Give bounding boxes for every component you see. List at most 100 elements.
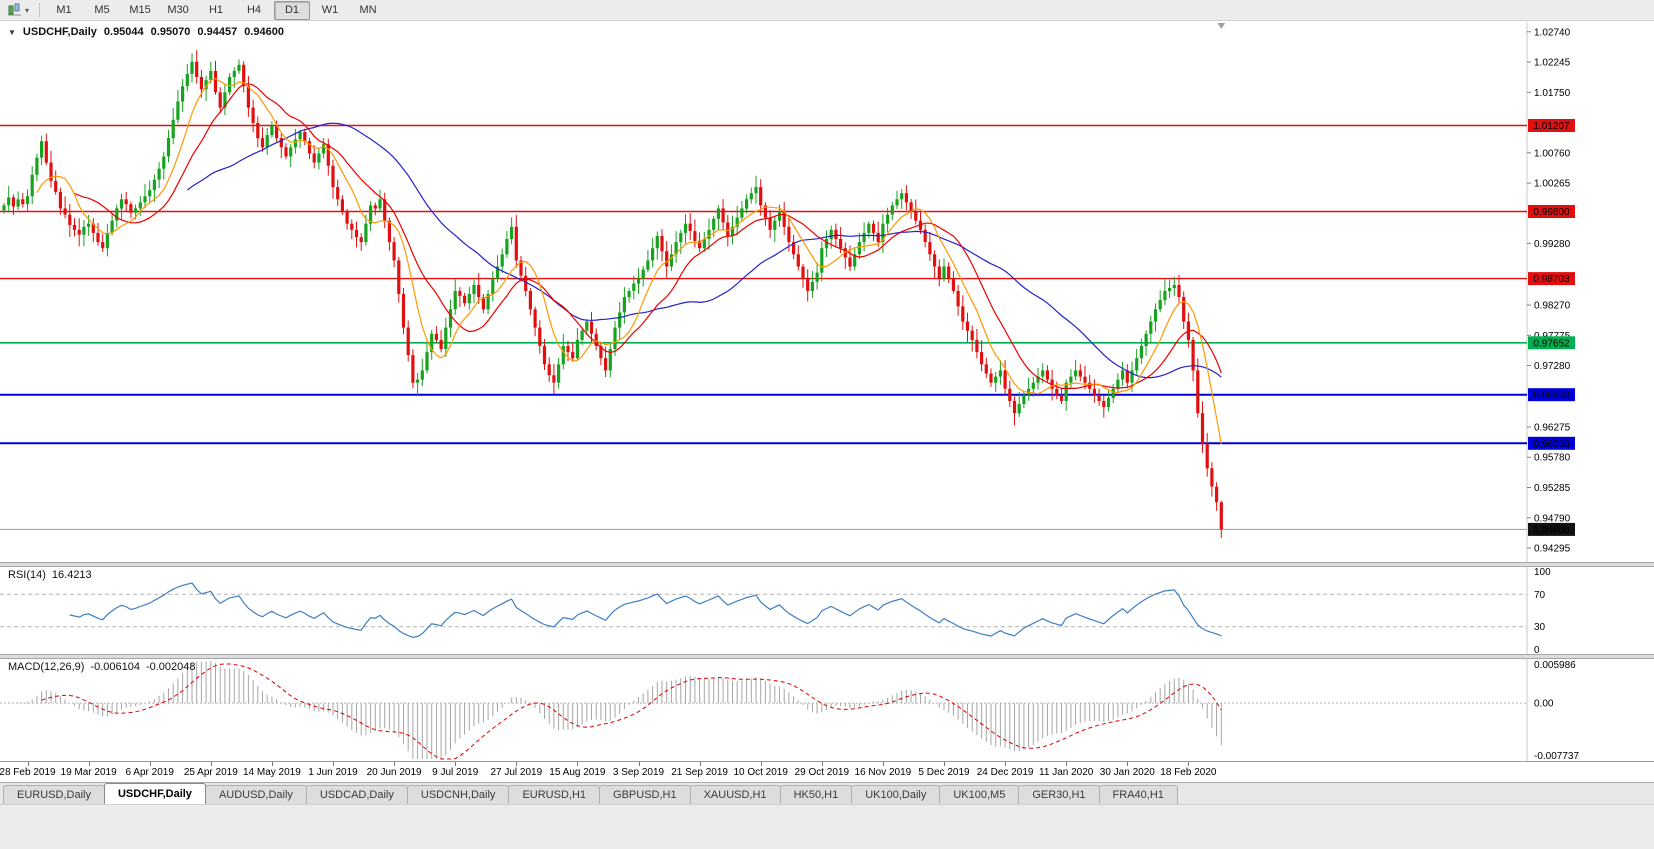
- price-level-tag-label: 0.96803: [1533, 390, 1570, 401]
- timeframe-button-m5[interactable]: M5: [94, 4, 110, 16]
- time-tick: [1066, 762, 1068, 766]
- price-level-tag-label: 0.97652: [1533, 338, 1570, 349]
- date-label: 1 Jun 2019: [308, 767, 358, 778]
- rsi-value: 16.4213: [51, 569, 92, 581]
- timeframe-button-w1[interactable]: W1: [321, 4, 339, 16]
- chart-tab-usdchf-daily[interactable]: USDCHF,Daily: [103, 783, 206, 804]
- time-tick: [333, 762, 334, 766]
- macd-panel: 0.005986 0.00 -0.007737 MACD(12,26,9) -0.00…: [0, 658, 1654, 762]
- chart-tab-fra40-h1[interactable]: FRA40,H1: [1098, 785, 1178, 804]
- time-tick: [1005, 762, 1007, 766]
- status-bar: [0, 804, 1654, 849]
- price-tick-label: 0.94295: [1534, 544, 1571, 555]
- chart-tab-audusd-daily[interactable]: AUDUSD,Daily: [204, 785, 307, 804]
- quote-close: 0.94600: [244, 26, 284, 38]
- symbol-period-label: USDCHF,Daily: [22, 26, 97, 38]
- timeframe-button-h4[interactable]: H4: [246, 4, 262, 16]
- date-label: 6 Apr 2019: [125, 767, 174, 778]
- time-tick: [394, 762, 396, 766]
- horizontal-level-lines[interactable]: [0, 124, 1527, 445]
- rsi-canvas[interactable]: 100 70 30 0: [0, 566, 1654, 656]
- timeframe-button-m30[interactable]: M30: [167, 4, 189, 16]
- chart-tab-ger30-h1[interactable]: GER30,H1: [1018, 785, 1100, 804]
- quote-open: 0.95044: [103, 26, 144, 38]
- date-label: 10 Oct 2019: [733, 767, 788, 778]
- rsi-tick-label: 30: [1534, 622, 1546, 633]
- price-level-tag-label: 0.98703: [1533, 274, 1570, 285]
- time-tick: [88, 762, 90, 766]
- macd-histogram: [8, 661, 1222, 759]
- time-axis[interactable]: 28 Feb 2019 19 Mar 2019 6 Apr 2019 25 Apr 2…: [0, 761, 1654, 782]
- timeframe-button-mn[interactable]: MN: [359, 4, 377, 16]
- price-level-tag: [1528, 205, 1575, 218]
- price-tick-label: 1.02245: [1534, 58, 1571, 69]
- price-tick-label: 0.97280: [1534, 361, 1571, 372]
- date-label: 29 Oct 2019: [794, 767, 850, 778]
- price-level-tag-label: 0.94600: [1533, 525, 1570, 536]
- rsi-grid: [0, 593, 1527, 628]
- chart-tab-usdcnh-daily[interactable]: USDCNH,Daily: [406, 785, 510, 804]
- timeframe-button-m15[interactable]: M15: [129, 4, 151, 16]
- ma-mid-line: [74, 83, 1222, 389]
- chart-tab-uk100-m5[interactable]: UK100,M5: [939, 785, 1020, 804]
- time-tick: [699, 762, 701, 766]
- macd-signal-value: -0.002048: [145, 661, 196, 673]
- panel-divider[interactable]: [0, 562, 1654, 567]
- quote-high: 0.95070: [150, 26, 191, 38]
- chart-tab-hk50-h1[interactable]: HK50,H1: [779, 785, 853, 804]
- collapse-quote-panel-button[interactable]: ▼: [8, 27, 16, 37]
- macd-tick-label: 0.005986: [1534, 660, 1576, 671]
- date-label: 14 May 2019: [242, 767, 301, 778]
- rsi-tick-label: 70: [1534, 590, 1546, 601]
- rsi-axis[interactable]: 100 70 30 0: [1534, 567, 1551, 656]
- timeframe-button-d1[interactable]: D1: [274, 0, 311, 20]
- price-level-tag: [1528, 436, 1575, 450]
- date-label: 24 Dec 2019: [976, 767, 1034, 778]
- time-tick: [821, 762, 823, 766]
- rsi-label: RSI(14): [8, 569, 46, 581]
- chart-tab-eurusd-daily[interactable]: EURUSD,Daily: [3, 785, 105, 804]
- time-tick: [271, 762, 273, 766]
- time-tick: [944, 762, 945, 766]
- price-axis[interactable]: 1.02740 1.02245 1.01750 1.00760 1.00265 0.992…: [1527, 27, 1575, 555]
- chart-tab-gbpusd-h1[interactable]: GBPUSD,H1: [599, 785, 691, 804]
- macd-title: MACD(12,26,9) -0.006104 -0.002048: [8, 661, 196, 673]
- price-tick-label: 0.99280: [1534, 239, 1571, 250]
- date-label: 19 Mar 2019: [60, 767, 117, 778]
- panel-divider[interactable]: [0, 654, 1654, 659]
- price-tick-label: 0.98270: [1534, 301, 1571, 312]
- time-tick: [149, 762, 151, 766]
- chart-title: ▼ USDCHF,Daily 0.95044 0.95070 0.94457 0…: [8, 26, 284, 38]
- chart-tool-button[interactable]: ▾: [4, 2, 32, 19]
- chart-cursor-icon: [8, 3, 21, 16]
- chart-tab-eurusd-h1[interactable]: EURUSD,H1: [508, 785, 601, 804]
- price-tick-label: 1.00265: [1534, 179, 1571, 190]
- rsi-tick-label: 100: [1534, 567, 1551, 578]
- price-chart-canvas[interactable]: 1.02740 1.02245 1.01750 1.00760 1.00265 0.992…: [0, 22, 1654, 563]
- symbol-tab-bar: EURUSD,Daily USDCHF,Daily AUDUSD,Daily USDC…: [0, 782, 1654, 804]
- timeframe-button-h1[interactable]: H1: [208, 4, 224, 16]
- price-level-tag: [1528, 522, 1575, 536]
- date-label: 11 Jan 2020: [1039, 767, 1094, 778]
- date-label: 15 Aug 2019: [549, 767, 606, 778]
- price-level-tag: [1528, 272, 1575, 286]
- price-level-tag: [1528, 119, 1575, 132]
- rsi-tick-label: 0: [1534, 645, 1540, 655]
- chart-tab-usdcad-daily[interactable]: USDCAD,Daily: [305, 785, 408, 804]
- time-tick: [516, 762, 518, 766]
- rsi-line: [69, 582, 1222, 639]
- price-level-tag-label: 0.99800: [1533, 207, 1570, 218]
- timeframe-button-m1[interactable]: M1: [56, 4, 72, 16]
- date-label: 25 Apr 2019: [183, 767, 238, 778]
- macd-value: -0.006104: [90, 661, 140, 673]
- macd-axis[interactable]: 0.005986 0.00 -0.007737: [1534, 660, 1579, 762]
- time-tick: [882, 762, 884, 766]
- price-tick-label: 0.96275: [1534, 422, 1571, 433]
- macd-canvas[interactable]: 0.005986 0.00 -0.007737: [0, 658, 1654, 762]
- chart-tab-uk100-daily[interactable]: UK100,Daily: [851, 785, 941, 804]
- date-label: 18 Feb 2020: [1160, 767, 1217, 778]
- chart-tab-xauusd-h1[interactable]: XAUUSD,H1: [689, 785, 781, 804]
- chart-shift-marker-icon[interactable]: [1217, 23, 1226, 29]
- quote-low: 0.94457: [197, 26, 238, 38]
